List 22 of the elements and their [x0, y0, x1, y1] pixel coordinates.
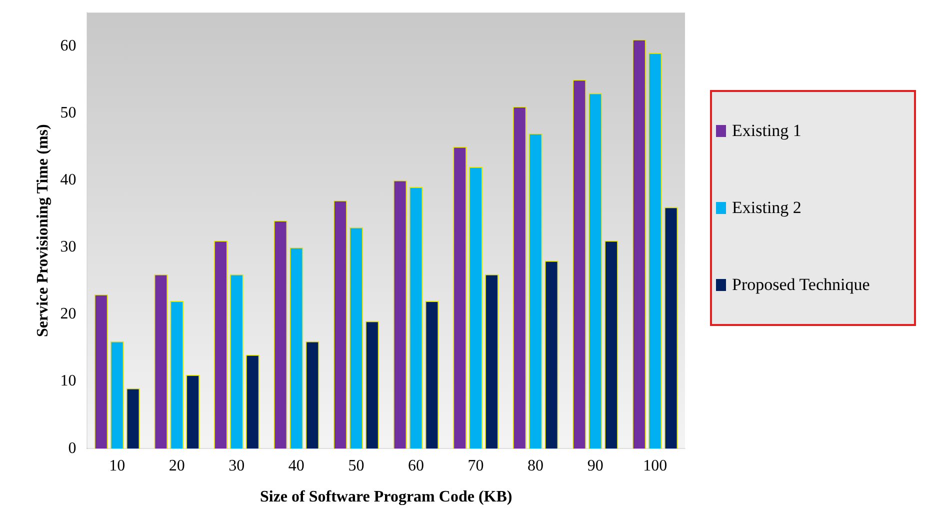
x-tick-label: 80	[528, 457, 544, 474]
x-tick-label: 30	[228, 457, 245, 474]
x-tick-label: 100	[643, 457, 668, 474]
y-axis-title: Service Provisioning Time (ms)	[34, 124, 52, 338]
y-tick-label: 30	[60, 238, 76, 256]
y-tick-label: 50	[60, 104, 76, 122]
x-tick-label: 90	[587, 457, 604, 474]
x-tick-label: 40	[288, 457, 304, 474]
x-tick-label: 70	[468, 457, 484, 474]
legend-label: Existing 1	[732, 120, 802, 141]
x-tick-label: 60	[408, 457, 424, 474]
y-tick-label: 40	[60, 171, 76, 188]
x-tick-label: 20	[168, 457, 185, 474]
x-tick-label: 10	[109, 457, 126, 474]
y-tick-label: 20	[60, 306, 76, 323]
legend-label: Existing 2	[732, 198, 802, 218]
legend-label: Proposed Technique	[732, 275, 870, 296]
y-tick-label: 60	[60, 37, 76, 54]
y-tick-label: 0	[68, 440, 76, 457]
x-tick-label: 50	[348, 457, 364, 474]
x-axis-title: Size of Software Program Code (KB)	[260, 488, 512, 506]
y-tick-label: 10	[60, 372, 76, 390]
